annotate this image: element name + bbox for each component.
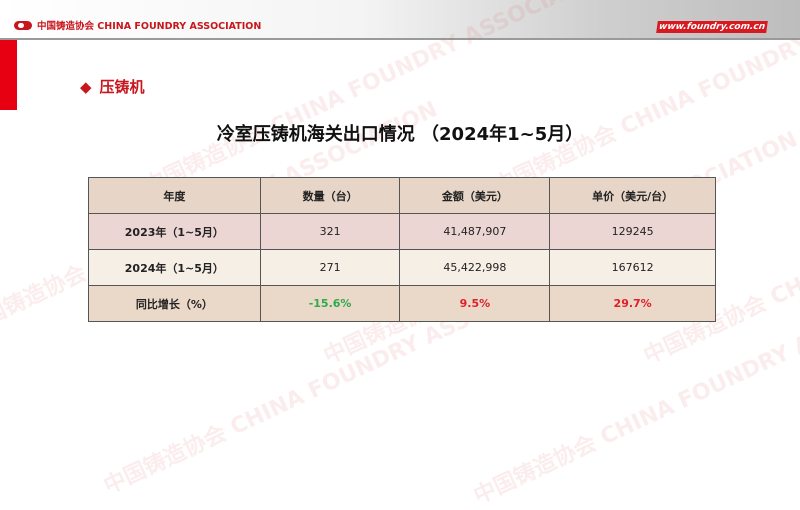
- accent-bar: [0, 40, 17, 110]
- table-cell: 321: [259, 213, 401, 250]
- column-header: 单价（美元/台）: [549, 177, 716, 214]
- table-row: 同比增长（%） -15.6% 9.5% 29.7%: [88, 285, 716, 322]
- header-divider: [0, 38, 800, 40]
- page-title: 冷室压铸机海关出口情况 （2024年1~5月）: [216, 124, 584, 145]
- table-cell: 45,422,998: [399, 249, 551, 286]
- table-row: 2023年（1~5月） 321 41,487,907 129245: [88, 213, 716, 250]
- cfa-logo-icon: [14, 20, 32, 30]
- diamond-bullet-icon: ◆: [80, 77, 92, 96]
- row-label: 2023年（1~5月）: [88, 213, 261, 250]
- growth-cell: 29.7%: [549, 285, 716, 322]
- column-header: 数量（台）: [259, 177, 401, 214]
- table-cell: 167612: [549, 249, 716, 286]
- table-cell: 41,487,907: [399, 213, 551, 250]
- org-name: 中国铸造协会 CHINA FOUNDRY ASSOCIATION: [37, 21, 262, 32]
- org-logo: 中国铸造协会 CHINA FOUNDRY ASSOCIATION: [14, 18, 261, 32]
- column-header: 金额（美元）: [399, 177, 551, 214]
- growth-cell: 9.5%: [399, 285, 551, 322]
- table-cell: 129245: [549, 213, 716, 250]
- table-cell: 271: [259, 249, 401, 286]
- row-label: 2024年（1~5月）: [88, 249, 261, 286]
- row-label: 同比增长（%）: [88, 285, 261, 322]
- growth-cell: -15.6%: [259, 285, 401, 322]
- export-table: 年度 数量（台） 金额（美元） 单价（美元/台） 2023年（1~5月） 321…: [88, 177, 716, 322]
- table-row: 2024年（1~5月） 271 45,422,998 167612: [88, 249, 716, 286]
- column-header: 年度: [88, 177, 261, 214]
- section-title: 压铸机: [99, 78, 145, 96]
- table-header-row: 年度 数量（台） 金额（美元） 单价（美元/台）: [88, 177, 716, 214]
- website-badge: www.foundry.com.cn: [656, 21, 768, 33]
- section-heading: ◆ 压铸机: [80, 76, 145, 97]
